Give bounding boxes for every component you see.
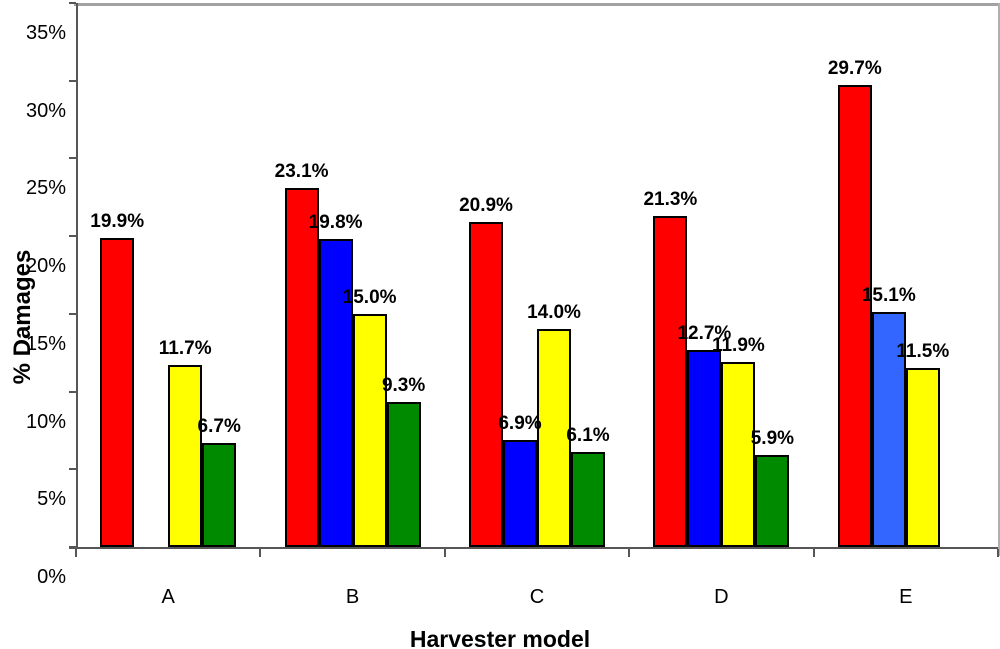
bar-value-label: 19.9% xyxy=(90,210,145,232)
x-category-label: B xyxy=(345,586,360,608)
bar-value-label: 9.3% xyxy=(381,375,426,397)
y-axis-title: % Damages xyxy=(9,249,36,385)
bar-value-label: 14.0% xyxy=(527,302,581,324)
bar-series-red-C xyxy=(469,222,503,547)
bar-series-blue-D xyxy=(687,349,722,547)
y-axis-tick xyxy=(69,312,76,315)
bar-value-label: 15.0% xyxy=(342,286,397,308)
x-category-label: E xyxy=(899,586,913,608)
bar-value-label: 29.7% xyxy=(827,58,882,80)
x-axis-line xyxy=(69,547,998,549)
bar-series-blue-E xyxy=(871,312,906,547)
bar-value-label: 11.7% xyxy=(158,338,212,360)
bar-series-red-A xyxy=(100,237,135,547)
bar-value-label: 23.1% xyxy=(274,160,329,182)
bar-value-label: 11.5% xyxy=(896,341,950,363)
x-axis-tick xyxy=(997,549,999,557)
bar-series-green-A xyxy=(202,442,237,547)
bar-value-label: 15.1% xyxy=(861,285,916,307)
y-axis-tick xyxy=(69,79,76,82)
bar-series-yellow-B xyxy=(352,313,387,547)
y-axis-tick xyxy=(69,546,76,548)
bar-value-label: 19.8% xyxy=(308,212,363,234)
bar-series-yellow-E xyxy=(905,368,940,547)
y-axis-tick xyxy=(69,235,76,238)
bar-value-label: 12.7% xyxy=(677,322,732,344)
y-axis-line xyxy=(76,3,78,547)
bar-series-blue-C xyxy=(503,439,537,547)
y-axis-tick xyxy=(69,157,76,160)
bar-value-label: 6.9% xyxy=(498,412,542,434)
x-axis-tick xyxy=(443,549,446,557)
y-axis-tick xyxy=(69,468,76,471)
y-tick-label: 20% xyxy=(25,255,66,278)
bar-series-yellow-A xyxy=(168,365,203,547)
bar-value-label: 11.9% xyxy=(711,335,765,357)
x-category-label: A xyxy=(161,586,175,608)
y-tick-label: 5% xyxy=(37,488,66,511)
y-tick-label: 25% xyxy=(25,177,66,200)
plot-border-top xyxy=(74,3,1000,6)
bar-series-green-B xyxy=(386,402,421,547)
y-tick-label: 10% xyxy=(25,410,66,433)
bar-series-green-C xyxy=(571,452,605,547)
y-axis-tick xyxy=(69,390,76,393)
x-axis-tick xyxy=(259,549,262,557)
x-category-label: D xyxy=(714,586,729,608)
y-tick-label: 30% xyxy=(25,99,66,122)
x-axis-title: Harvester model xyxy=(409,626,591,649)
bar-series-yellow-C xyxy=(537,329,571,547)
bar-series-green-D xyxy=(755,455,790,547)
y-tick-label: 15% xyxy=(25,332,66,355)
bar-value-label: 6.1% xyxy=(566,425,610,447)
x-axis-tick xyxy=(812,549,815,557)
y-tick-label: 35% xyxy=(25,22,66,44)
bar-value-label: 5.9% xyxy=(750,428,795,450)
x-axis-tick xyxy=(628,549,631,557)
bar-series-blue-B xyxy=(318,239,353,547)
bar-series-yellow-D xyxy=(721,362,756,547)
y-axis-tick xyxy=(69,2,76,4)
plot-border-right xyxy=(998,3,1000,556)
bar-value-label: 20.9% xyxy=(459,195,513,217)
x-axis-tick xyxy=(75,549,77,557)
bar-series-red-B xyxy=(284,187,319,547)
bar-series-red-E xyxy=(837,85,872,547)
y-tick-label: 0% xyxy=(37,566,66,588)
bar-value-label: 6.7% xyxy=(197,415,241,437)
bar-series-red-D xyxy=(653,215,688,547)
x-category-label: C xyxy=(529,586,545,608)
bar-value-label: 21.3% xyxy=(643,188,698,210)
